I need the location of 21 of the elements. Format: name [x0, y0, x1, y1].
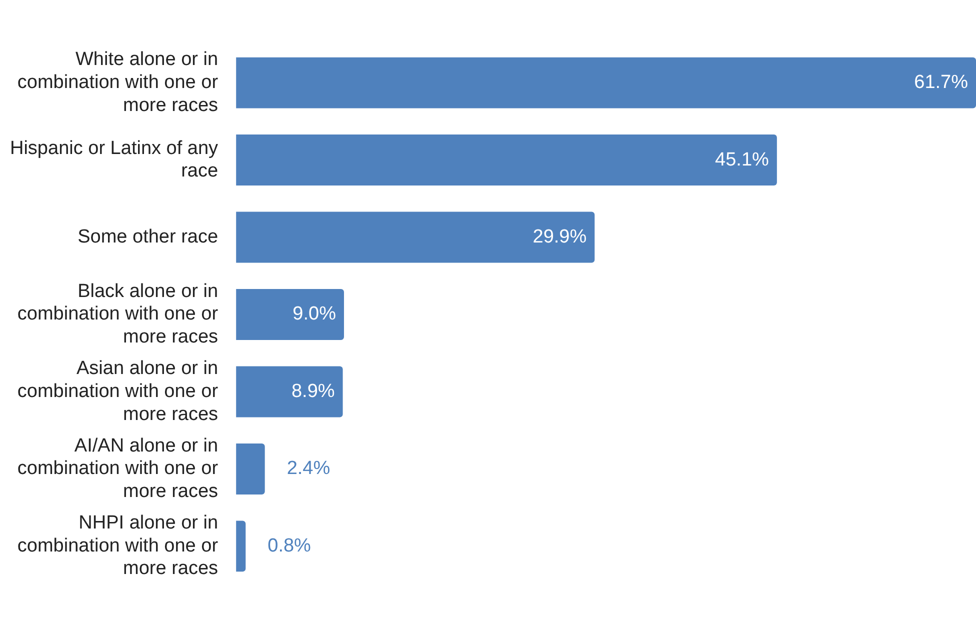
bar: [236, 212, 595, 263]
y-tick-label: Black alone or in combination with one or more races: [17, 280, 219, 348]
bar: [236, 520, 246, 572]
bar: [236, 57, 976, 108]
y-tick-label: AI/AN alone or in combination with one or more races: [17, 435, 219, 502]
bar: [236, 289, 344, 340]
data-label: 61.7%: [914, 72, 968, 94]
y-tick-label: Asian alone or in combination with one or more races: [17, 358, 219, 425]
data-label: 2.4%: [286, 458, 330, 480]
bar: [236, 366, 343, 418]
data-label: 0.8%: [268, 535, 312, 556]
y-tick-label: White alone or in combination with one or more races: [17, 49, 219, 116]
data-label: 8.9%: [291, 380, 335, 402]
bar: [236, 134, 777, 186]
data-label: 9.0%: [292, 304, 336, 325]
data-label: 29.9%: [532, 226, 587, 248]
bar: [236, 443, 265, 494]
data-label: 45.1%: [715, 149, 770, 170]
y-tick-label: Some other race: [78, 226, 218, 248]
y-tick-label: Hispanic or Latinx of any race: [10, 138, 219, 182]
y-tick-label: NHPI alone or in combination with one or more races: [17, 512, 219, 580]
